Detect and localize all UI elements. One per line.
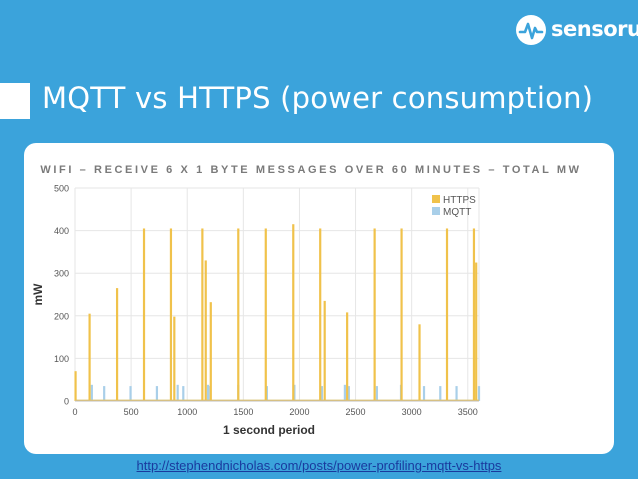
series-bar <box>176 384 179 401</box>
series-bar <box>292 224 295 401</box>
series-bar <box>142 228 146 401</box>
slide-title: MQTT vs HTTPS (power consumption) <box>42 81 594 115</box>
series-bar <box>347 386 350 401</box>
series-bar <box>204 260 207 401</box>
series-bar <box>103 386 106 401</box>
y-tick-label: 0 <box>64 397 69 407</box>
chart-title: WIFI – RECEIVE 6 X 1 BYTE MESSAGES OVER … <box>40 164 581 176</box>
series-bar <box>439 386 442 401</box>
brand-name: sensorup <box>551 17 638 41</box>
y-tick-label: 300 <box>54 269 69 279</box>
source-link[interactable]: http://stephendnicholas.com/posts/power-… <box>136 458 502 473</box>
series-bar <box>90 384 93 401</box>
series-bar <box>173 316 176 401</box>
series-baseline <box>75 399 479 401</box>
legend-mqtt-label: MQTT <box>443 207 471 218</box>
y-tick-label: 200 <box>54 311 69 321</box>
x-tick-label: 2500 <box>346 407 366 417</box>
y-tick-label: 500 <box>54 184 69 194</box>
y-tick-label: 400 <box>54 226 69 236</box>
series-bar <box>237 228 240 401</box>
x-tick-label: 1000 <box>177 407 197 417</box>
y-axis-label: mW <box>31 283 45 306</box>
series-bar <box>455 386 458 401</box>
series-bar <box>323 300 326 401</box>
legend-mqtt-swatch <box>432 207 440 215</box>
series-bar <box>343 384 346 401</box>
series-bar <box>115 288 119 401</box>
series-bar <box>475 262 478 401</box>
series-bar <box>373 228 376 401</box>
x-tick-label: 3000 <box>402 407 422 417</box>
series-bar <box>375 386 378 401</box>
x-axis-label: 1 second period <box>223 423 315 437</box>
power-chart: WIFI – RECEIVE 6 X 1 BYTE MESSAGES OVER … <box>31 164 581 437</box>
series-bar <box>264 228 267 401</box>
series-bar <box>182 386 185 401</box>
series-bar <box>74 371 77 401</box>
x-tick-labels: 0 500 1000 1500 2000 2500 3000 3500 <box>72 407 477 417</box>
x-tick-label: 500 <box>124 407 139 417</box>
x-tick-label: 2000 <box>289 407 309 417</box>
title-accent-bar <box>0 83 30 119</box>
series-bar <box>155 386 159 401</box>
series-bar <box>346 312 349 401</box>
x-tick-label: 3500 <box>458 407 478 417</box>
series-bar <box>201 228 204 401</box>
series-bar <box>445 228 449 401</box>
grid-lines <box>74 187 480 402</box>
series-bar <box>265 386 268 401</box>
series-bar <box>319 228 322 401</box>
chart-card: WIFI – RECEIVE 6 X 1 BYTE MESSAGES OVER … <box>24 143 614 454</box>
series-bar <box>477 386 481 401</box>
y-tick-label: 100 <box>54 354 69 364</box>
sensorup-logo: sensorup <box>515 14 638 48</box>
legend-https-label: HTTPS <box>443 195 476 206</box>
series-https <box>74 224 479 401</box>
series-bar <box>206 384 210 401</box>
series-bar <box>472 228 476 401</box>
sensorup-logo-icon <box>516 15 546 45</box>
series-bar <box>129 386 132 401</box>
chart-legend: HTTPS MQTT <box>432 195 476 218</box>
series-bar <box>209 302 212 401</box>
y-tick-labels: 0 100 200 300 400 500 <box>54 184 69 407</box>
series-bar <box>400 228 403 401</box>
legend-https-swatch <box>432 195 440 203</box>
series-bar <box>418 324 421 401</box>
series-bar <box>88 313 91 401</box>
series-bar <box>320 386 323 401</box>
series-bar <box>293 384 296 401</box>
x-tick-label: 1500 <box>233 407 253 417</box>
series-bar <box>422 386 426 401</box>
series-bar <box>169 228 173 401</box>
x-tick-label: 0 <box>72 407 77 417</box>
